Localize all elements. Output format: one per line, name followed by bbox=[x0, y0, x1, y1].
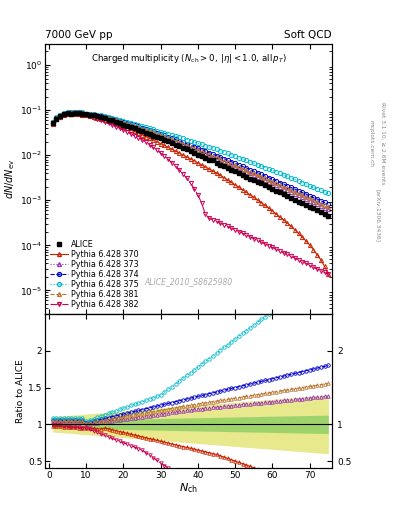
Y-axis label: $dN/dN_{\mathsf{ev}}$: $dN/dN_{\mathsf{ev}}$ bbox=[4, 159, 17, 199]
Text: Charged multiplicity ($N_{\mathsf{ch}}>0,\,|\eta|<1.0,\,\mathsf{all}\,p_T$): Charged multiplicity ($N_{\mathsf{ch}}>0… bbox=[91, 52, 286, 65]
Text: Soft QCD: Soft QCD bbox=[285, 30, 332, 40]
Text: 7000 GeV pp: 7000 GeV pp bbox=[45, 30, 113, 40]
Text: mcplots.cern.ch: mcplots.cern.ch bbox=[369, 120, 374, 167]
X-axis label: $N_{\mathsf{ch}}$: $N_{\mathsf{ch}}$ bbox=[179, 482, 198, 496]
Legend: ALICE, Pythia 6.428 370, Pythia 6.428 373, Pythia 6.428 374, Pythia 6.428 375, P: ALICE, Pythia 6.428 370, Pythia 6.428 37… bbox=[49, 240, 140, 310]
Text: Rivet 3.1.10, ≥ 2.6M events: Rivet 3.1.10, ≥ 2.6M events bbox=[381, 102, 386, 184]
Text: [arXiv:1306.3436]: [arXiv:1306.3436] bbox=[375, 188, 380, 242]
Y-axis label: Ratio to ALICE: Ratio to ALICE bbox=[16, 359, 25, 423]
Text: ALICE_2010_S8625980: ALICE_2010_S8625980 bbox=[145, 277, 233, 286]
